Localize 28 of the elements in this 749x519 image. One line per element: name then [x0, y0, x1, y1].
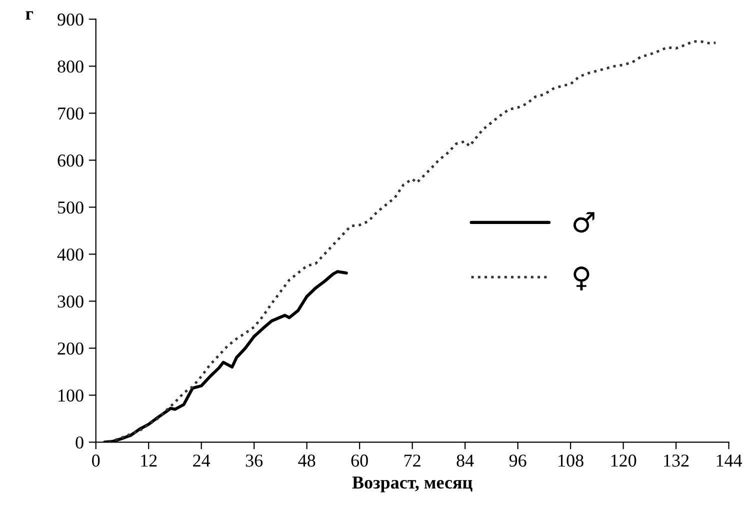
y-tick-label: 800 [58, 60, 84, 73]
y-tick-label: 0 [76, 436, 84, 449]
x-axis-title: Возраст, месяц [352, 476, 472, 492]
y-tick-label: 600 [58, 154, 84, 167]
x-tick-label: 144 [716, 454, 742, 467]
x-tick-label: 72 [404, 454, 420, 467]
y-tick-label: 500 [58, 201, 84, 214]
x-tick-label: 12 [141, 454, 157, 467]
y-tick-label: 200 [58, 342, 84, 355]
y-tick-label: 400 [57, 248, 84, 261]
x-tick-label: 120 [611, 454, 636, 467]
legend-label: ♀ [574, 266, 590, 290]
y-tick-label: 100 [58, 389, 84, 402]
x-tick-label: 96 [509, 454, 526, 467]
x-tick-label: 0 [92, 454, 100, 467]
y-tick-label: 300 [58, 295, 84, 308]
y-tick-label: 900 [58, 13, 84, 26]
x-tick-label: 108 [558, 454, 584, 467]
line-series [108, 40, 717, 442]
x-tick-label: 84 [456, 454, 474, 467]
x-tick-label: 132 [664, 454, 689, 467]
x-tick-label: 24 [193, 454, 210, 467]
x-tick-label: 36 [246, 454, 263, 467]
y-axis-title: г [26, 11, 34, 20]
x-tick-label: 48 [298, 454, 316, 467]
y-tick-label: 700 [58, 107, 84, 120]
legend-label: ♂ [573, 212, 594, 233]
x-tick-label: 60 [351, 454, 368, 467]
